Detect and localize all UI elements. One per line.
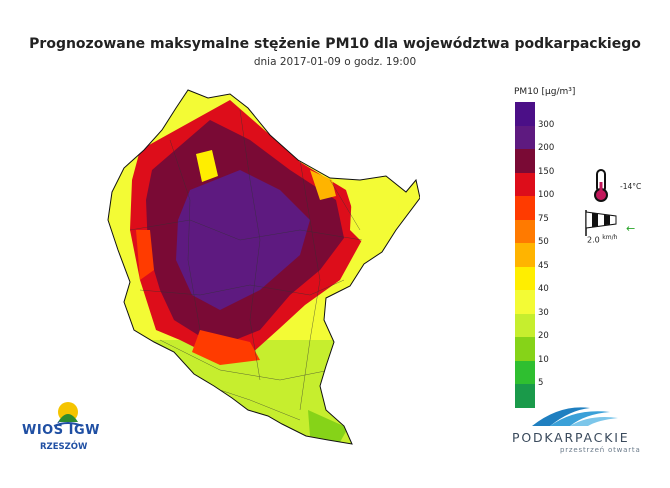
wios-logo-icon	[53, 402, 83, 427]
wind-direction-arrow-icon: ←	[626, 222, 636, 235]
legend-swatch	[515, 360, 535, 384]
legend-swatch	[515, 219, 535, 243]
legend-swatch	[515, 266, 535, 290]
wios-name: WIOŚ IGW	[22, 423, 100, 438]
legend-swatch	[515, 102, 535, 126]
legend-swatch	[515, 172, 535, 196]
podkarpackie-tagline: przestrzeń otwarta	[560, 446, 641, 454]
legend-unit: PM10 [µg/m³]	[514, 87, 576, 97]
windsock-icon	[585, 210, 617, 236]
legend-label: 150	[538, 166, 555, 177]
legend-label: 300	[538, 119, 555, 130]
wind-speed-unit: km/h	[602, 234, 618, 241]
legend-label: 40	[538, 284, 549, 294]
wind-speed: 2.0 km/h	[587, 234, 617, 245]
pm10-concentration-map	[107, 89, 420, 445]
pollution-field	[108, 90, 420, 444]
legend-swatch	[515, 313, 535, 337]
legend-label: 200	[538, 143, 555, 153]
wios-city: RZESZÓW	[40, 442, 88, 452]
wind-speed-value: 2.0	[587, 235, 600, 245]
legend-swatch	[515, 125, 535, 149]
legend-swatch	[515, 337, 535, 361]
legend-label: 20	[538, 331, 549, 341]
podkarpackie-name: PODKARPACKIE	[512, 430, 630, 445]
legend-label: 45	[538, 260, 549, 271]
legend-label: 50	[538, 237, 549, 247]
voivodeship-border	[107, 89, 420, 445]
legend-swatch	[515, 243, 535, 267]
district-borders	[129, 109, 363, 421]
legend-label: 5	[538, 378, 544, 388]
temperature-value: -14°C	[620, 182, 642, 191]
legend-label: 75	[538, 213, 549, 224]
legend-swatch	[515, 384, 535, 408]
podkarpackie-logo-icon	[532, 407, 618, 426]
legend-swatch	[515, 290, 535, 314]
map-title: Prognozowane maksymalne stężenie PM10 dl…	[29, 36, 641, 52]
legend-label: 100	[538, 190, 555, 200]
map-subtitle: dnia 2017-01-09 o godz. 19:00	[253, 56, 417, 68]
legend-swatch	[515, 196, 535, 220]
thermometer-icon	[594, 169, 608, 202]
legend-label: 30	[538, 307, 549, 318]
legend-label: 10	[538, 354, 549, 365]
legend-scale	[515, 102, 535, 408]
legend-swatch	[515, 149, 535, 173]
